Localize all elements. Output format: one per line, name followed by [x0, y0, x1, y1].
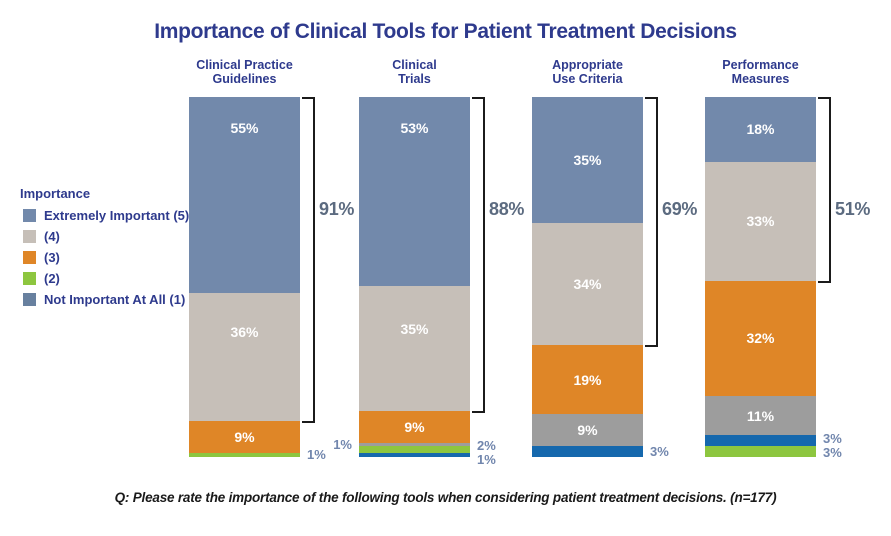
- segment-value-label: 34%: [573, 276, 602, 293]
- bar-segment-blue: [359, 453, 470, 457]
- bar-category-label-line: Guidelines: [212, 72, 277, 86]
- legend-item-label: Extremely Important (5): [44, 208, 190, 223]
- top-two-total-label: 88%: [489, 199, 525, 219]
- bar-category-label: Appropriate Use Criteria: [498, 58, 678, 86]
- bar-segment-tan: [189, 293, 300, 422]
- bar-category-label: Clinical Practice Guidelines: [155, 58, 335, 86]
- segment-value-label: 35%: [400, 321, 429, 337]
- segment-value-label: 33%: [746, 213, 775, 230]
- legend-swatch-icon: [23, 293, 36, 306]
- bar-segment-blue: [532, 446, 643, 457]
- top-two-total-label: 51%: [835, 199, 871, 219]
- legend-swatch-icon: [23, 230, 36, 243]
- bar-segment-tan: [705, 161, 816, 281]
- bar-category-label: Performance Measures: [671, 58, 851, 86]
- chart-title: Importance of Clinical Tools for Patient…: [154, 20, 737, 43]
- bar-segment-orange: [359, 410, 470, 443]
- segment-value-label: 55%: [230, 120, 259, 136]
- top-two-total-label: 91%: [319, 199, 355, 219]
- top-two-bracket: [645, 97, 658, 348]
- bar-segment-slate: [532, 97, 643, 223]
- bar-segment-green: [189, 453, 300, 457]
- bar-segment-tan: [532, 223, 643, 346]
- legend-swatch-icon: [23, 272, 36, 285]
- top-two-bracket: [302, 97, 315, 424]
- bar-segment-blue: [705, 435, 816, 447]
- legend-item: Not Important At All (1): [20, 289, 189, 310]
- bar-segment-orange: [532, 345, 643, 414]
- bar-category-label-line: Performance: [722, 58, 799, 72]
- bar-segment-orange: [705, 280, 816, 396]
- bar-segment-gray: [359, 442, 470, 447]
- legend-item: (2): [20, 268, 189, 289]
- bar-category-label-line: Clinical Practice: [196, 58, 293, 72]
- segment-value-label: 19%: [573, 371, 602, 388]
- segment-value-label: 9%: [577, 422, 598, 438]
- bar-category-label-line: Measures: [731, 72, 790, 86]
- bar-category-label-line: Use Criteria: [552, 72, 623, 86]
- bar-segment-gray: [532, 413, 643, 447]
- bar-segment-orange: [189, 421, 300, 454]
- legend-item-label: Not Important At All (1): [44, 292, 186, 307]
- bar-category-label-line: Trials: [398, 72, 431, 86]
- legend-rows: Extremely Important (5) (4) (3) (2) Not Impo…: [20, 205, 189, 310]
- top-two-total-label: 69%: [662, 199, 698, 219]
- segment-value-label-outside: 3%: [650, 443, 669, 459]
- bar-segment-green: [705, 446, 816, 457]
- segment-value-label: 32%: [746, 330, 775, 347]
- bar-segment-slate: [189, 97, 300, 294]
- bar-segment-slate: [359, 97, 470, 286]
- segment-value-label: 18%: [746, 121, 775, 138]
- segment-value-label-outside: 3%: [823, 431, 842, 447]
- segment-value-label: 53%: [400, 120, 429, 136]
- top-two-bracket: [472, 97, 485, 413]
- legend-item-label: (3): [44, 250, 60, 265]
- legend-item: (3): [20, 247, 189, 268]
- segment-value-label-outside: 1%: [477, 451, 496, 467]
- bar-category-label-line: Clinical: [392, 58, 437, 72]
- legend-item-label: (2): [44, 271, 60, 286]
- segment-value-label: 36%: [230, 324, 259, 340]
- segment-value-label: 35%: [573, 152, 602, 168]
- bar-segment-green: [359, 446, 470, 454]
- bar-segment-gray: [705, 395, 816, 436]
- legend-header: Importance: [20, 186, 91, 201]
- bar-category-label-line: Appropriate: [552, 58, 623, 72]
- segment-value-label-outside: 1%: [333, 436, 352, 452]
- survey-question-footnote: Q: Please rate the importance of the fol…: [114, 490, 777, 505]
- legend-swatch-icon: [23, 209, 36, 222]
- segment-value-label: 11%: [746, 407, 775, 424]
- segment-value-label-outside: 2%: [477, 437, 496, 453]
- segment-value-label-outside: 1%: [307, 447, 326, 463]
- legend: Importance Extremely Important (5) (4) (3)…: [20, 186, 189, 310]
- legend-item: Extremely Important (5): [20, 205, 189, 226]
- segment-value-label: 9%: [234, 429, 255, 446]
- bar-segment-slate: [705, 97, 816, 162]
- top-two-bracket: [818, 97, 831, 283]
- legend-item: (4): [20, 226, 189, 247]
- segment-value-label: 9%: [404, 418, 425, 435]
- bar-category-label: Clinical Trials: [325, 58, 505, 86]
- legend-item-label: (4): [44, 229, 60, 244]
- bar-segment-tan: [359, 285, 470, 411]
- segment-value-label-outside: 3%: [823, 445, 842, 461]
- legend-swatch-icon: [23, 251, 36, 264]
